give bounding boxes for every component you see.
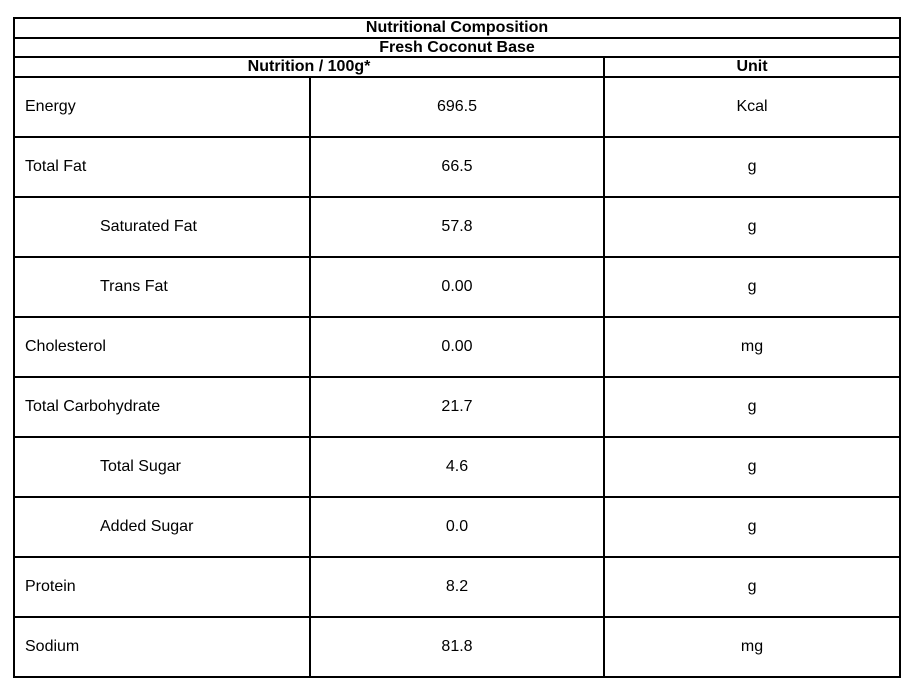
table-row: Cholesterol 0.00 mg xyxy=(13,315,902,378)
nutrient-label: Total Carbohydrate xyxy=(13,375,311,438)
table-row: Added Sugar 0.0 g xyxy=(13,495,902,558)
nutrient-label: Total Sugar xyxy=(13,435,311,498)
table-title-row: Nutritional Composition xyxy=(12,17,902,39)
nutrient-value: 0.00 xyxy=(309,255,605,318)
column-header-nutrition: Nutrition / 100g* xyxy=(13,56,605,78)
table-row: Total Sugar 4.6 g xyxy=(13,435,902,498)
nutrient-label: Added Sugar xyxy=(13,495,311,558)
table-row: Sodium 81.8 mg xyxy=(13,615,902,679)
nutrition-table-header: Nutritional Composition Fresh Coconut Ba… xyxy=(12,17,902,78)
nutrient-value: 81.8 xyxy=(309,615,605,679)
nutrient-value: 21.7 xyxy=(309,375,605,438)
nutrient-unit: g xyxy=(602,195,902,258)
nutrient-label: Cholesterol xyxy=(13,315,311,378)
nutrient-value: 66.5 xyxy=(309,135,605,198)
nutrient-value: 4.6 xyxy=(309,435,605,498)
table-row: Trans Fat 0.00 g xyxy=(13,255,902,318)
nutrient-unit: g xyxy=(602,255,902,318)
nutrient-value: 8.2 xyxy=(309,555,605,618)
column-header-unit: Unit xyxy=(602,56,902,78)
nutrient-unit: g xyxy=(602,375,902,438)
nutrient-value: 0.00 xyxy=(309,315,605,378)
table-row: Protein 8.2 g xyxy=(13,555,902,618)
nutrient-label: Saturated Fat xyxy=(13,195,311,258)
nutrient-value: 0.0 xyxy=(309,495,605,558)
table-subtitle-row: Fresh Coconut Base xyxy=(12,36,902,59)
table-subtitle: Fresh Coconut Base xyxy=(12,36,902,59)
nutrient-unit: mg xyxy=(602,315,902,378)
column-header-row: Nutrition / 100g* Unit xyxy=(13,56,902,78)
nutrient-label: Protein xyxy=(13,555,311,618)
nutrient-label: Energy xyxy=(13,75,311,138)
nutrient-unit: mg xyxy=(602,615,902,679)
nutrient-label: Trans Fat xyxy=(13,255,311,318)
table-row: Total Fat 66.5 g xyxy=(13,135,902,198)
nutrient-unit: g xyxy=(602,555,902,618)
nutrient-unit: Kcal xyxy=(602,75,902,138)
table-row: Saturated Fat 57.8 g xyxy=(13,195,902,258)
nutrient-unit: g xyxy=(602,495,902,558)
table-body: Energy 696.5 Kcal Total Fat 66.5 g Satur… xyxy=(13,75,902,679)
table-title: Nutritional Composition xyxy=(12,17,902,39)
nutrient-unit: g xyxy=(602,435,902,498)
nutrient-unit: g xyxy=(602,135,902,198)
table-row: Total Carbohydrate 21.7 g xyxy=(13,375,902,438)
nutrition-table: Nutritional Composition Fresh Coconut Ba… xyxy=(12,17,902,679)
table-row: Energy 696.5 Kcal xyxy=(13,75,902,138)
nutrient-label: Total Fat xyxy=(13,135,311,198)
nutrient-value: 696.5 xyxy=(309,75,605,138)
nutrient-value: 57.8 xyxy=(309,195,605,258)
nutrient-label: Sodium xyxy=(13,615,311,679)
